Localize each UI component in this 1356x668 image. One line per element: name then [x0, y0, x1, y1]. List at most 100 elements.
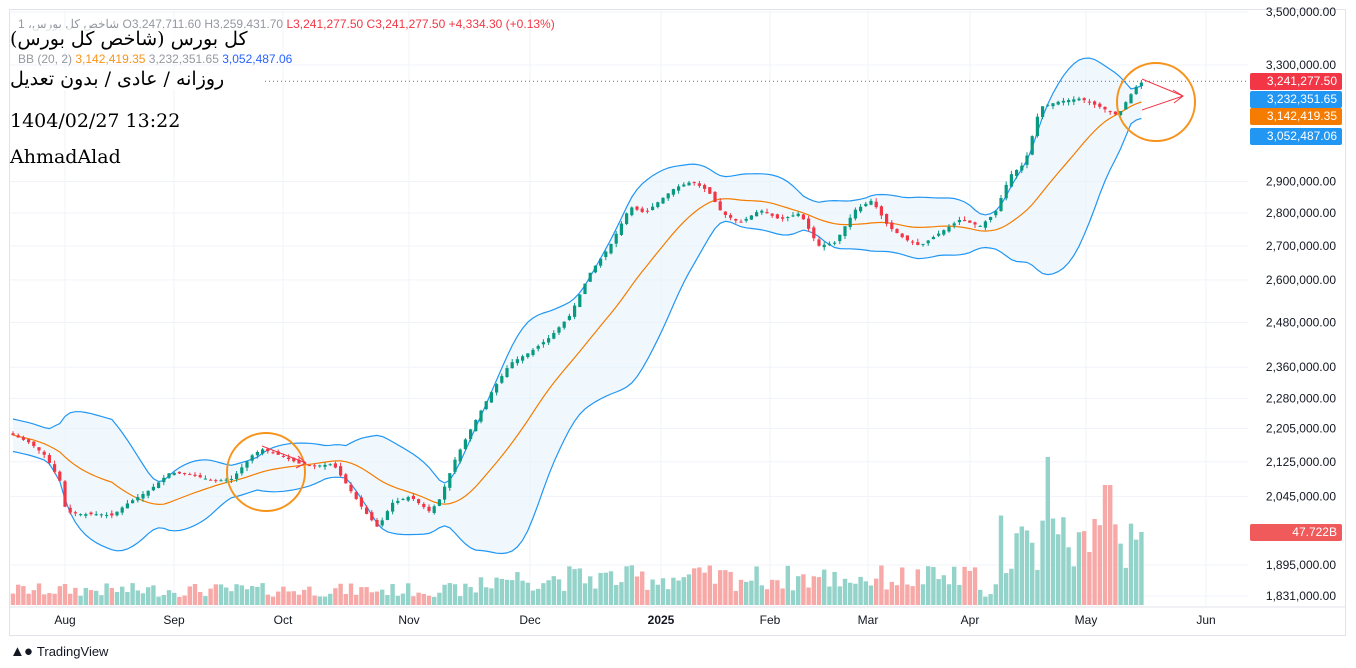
candle-body — [885, 213, 889, 224]
volume-bar — [203, 596, 208, 605]
volume-bar — [385, 595, 390, 605]
volume-bar — [749, 580, 754, 605]
candle-body — [1072, 99, 1076, 102]
candle-body — [687, 182, 691, 186]
candle-body — [916, 242, 920, 245]
candle-body — [157, 482, 161, 489]
volume-bar — [790, 590, 796, 605]
volume-bar — [811, 576, 816, 605]
volume-bar — [343, 594, 348, 605]
volume-bar — [1009, 568, 1014, 605]
bb-basis-value: 3,142,419.35 — [75, 52, 146, 66]
tradingview-brand[interactable]: ▲● TradingView — [10, 643, 108, 660]
ohlc-close: C3,241,277.50 — [366, 17, 446, 31]
volume-bar — [426, 595, 432, 605]
volume-bar — [1035, 569, 1040, 605]
volume-bar — [307, 586, 312, 605]
x-tick-label: Nov — [398, 613, 419, 627]
candle-body — [671, 189, 675, 195]
volume-bar — [785, 565, 790, 605]
bb-legend[interactable]: BB (20, 2) 3,142,419.35 3,232,351.65 3,0… — [18, 52, 292, 66]
volume-bar — [166, 590, 172, 605]
candle-body — [391, 502, 395, 512]
candle-body — [770, 213, 774, 216]
volume-bar — [504, 579, 510, 605]
candle-body — [411, 495, 415, 500]
volume-bar — [744, 581, 749, 605]
candle-body — [417, 499, 421, 504]
volume-bar — [1092, 518, 1097, 605]
candle-body — [120, 507, 124, 513]
candle-body — [198, 475, 202, 478]
candle-body — [146, 490, 150, 496]
candle-body — [708, 187, 712, 194]
volume-bar — [962, 566, 967, 605]
volume-bar — [296, 594, 302, 605]
volume-bar — [250, 586, 255, 605]
y-tick-label: 2,205,000.00 — [1266, 421, 1336, 435]
candle-body — [344, 474, 348, 484]
candle-body — [864, 203, 868, 207]
candle-body — [432, 506, 436, 513]
volume-bar — [161, 594, 166, 605]
candle-body — [203, 478, 207, 480]
volume-bar — [1097, 525, 1102, 605]
candle-body — [380, 520, 384, 526]
symbol-name[interactable]: 1 ،شاخص کل بورس — [18, 17, 120, 31]
volume-bar — [593, 588, 598, 605]
volume-bar — [764, 589, 770, 605]
volume-bar — [827, 586, 832, 605]
candle-body — [1056, 101, 1060, 105]
candle-body — [105, 514, 109, 516]
volume-bar — [458, 596, 463, 605]
candle-body — [328, 464, 332, 466]
volume-bar — [624, 566, 629, 605]
volume-bar — [47, 593, 52, 605]
y-tick-label: 1,831,000.00 — [1266, 589, 1336, 603]
volume-bar — [775, 580, 780, 605]
volume-bar — [1045, 457, 1050, 605]
candle-body — [515, 359, 519, 364]
volume-bar — [920, 584, 926, 605]
candle-body — [1134, 86, 1138, 95]
volume-bar — [1040, 520, 1045, 605]
ohlc-open: O3,247,711.60 — [122, 17, 202, 31]
candle-body — [42, 451, 46, 455]
x-tick-label: Dec — [519, 613, 540, 627]
candle-body — [115, 511, 119, 516]
volume-bar — [801, 574, 806, 605]
candle-body — [484, 401, 488, 410]
candle-body — [448, 473, 452, 488]
volume-bar — [879, 565, 884, 605]
candle-body — [214, 480, 218, 482]
volume-bar — [499, 578, 504, 605]
candle-body — [73, 512, 77, 514]
volume-bar — [510, 580, 515, 605]
candle-body — [406, 497, 410, 501]
volume-bar — [671, 577, 676, 605]
volume-bar — [68, 593, 73, 605]
y-tick-label: 3,500,000.00 — [1266, 5, 1336, 19]
volume-bar — [328, 593, 333, 605]
candle-body — [266, 448, 270, 452]
volume-bar — [281, 586, 286, 605]
y-tick-label: 2,360,000.00 — [1266, 360, 1336, 374]
volume-bar — [208, 588, 213, 605]
candle-body — [47, 455, 51, 463]
candle-body — [567, 315, 571, 320]
volume-bar — [120, 586, 125, 605]
volume-bar — [239, 585, 244, 605]
volume-bar — [629, 565, 634, 605]
volume-label: 47.722B — [1250, 524, 1342, 541]
candle-body — [16, 435, 20, 438]
volume-bar — [1004, 573, 1009, 605]
volume-bar — [1061, 517, 1066, 605]
candle-body — [287, 457, 291, 460]
volume-bar — [473, 592, 478, 605]
candle-body — [723, 211, 727, 215]
volume-bar — [993, 584, 998, 605]
candle-body — [781, 217, 785, 219]
candle-body — [297, 459, 301, 464]
volume-bar — [718, 570, 723, 605]
